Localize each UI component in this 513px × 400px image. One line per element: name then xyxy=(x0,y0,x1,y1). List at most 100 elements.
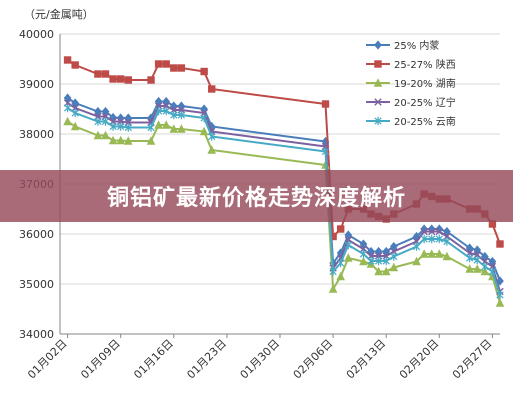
x-tick-label: 01月16日 xyxy=(131,337,176,382)
data-point xyxy=(389,241,398,252)
data-point xyxy=(170,64,178,72)
y-tick-label: 40000 xyxy=(19,28,54,41)
data-point xyxy=(443,237,451,246)
data-point xyxy=(329,267,337,276)
x-tick-label: 02月20日 xyxy=(397,337,442,382)
data-point xyxy=(321,100,330,108)
data-point xyxy=(101,130,110,140)
data-point xyxy=(412,242,421,251)
x-tick-label: 01月09日 xyxy=(78,337,123,382)
y-tick-label: 38000 xyxy=(19,128,54,141)
legend-item: 20-25% 辽宁 xyxy=(366,96,456,109)
data-point xyxy=(373,78,383,87)
data-point xyxy=(435,227,444,236)
data-point xyxy=(419,249,429,258)
data-point xyxy=(466,253,474,263)
series-triangle xyxy=(63,116,505,307)
data-point xyxy=(123,136,133,145)
data-point xyxy=(63,56,72,64)
data-point xyxy=(200,113,208,123)
data-point xyxy=(495,298,505,307)
data-point xyxy=(207,145,217,154)
data-point xyxy=(481,262,489,271)
data-point xyxy=(154,120,163,129)
data-point xyxy=(496,240,504,248)
data-point xyxy=(374,40,382,50)
data-point xyxy=(488,256,497,267)
data-point xyxy=(488,267,497,276)
legend: 25% 内蒙 25-27% 陕西 19-20% 湖南 20-25% 辽宁 20-25% … xyxy=(366,39,456,128)
data-point xyxy=(382,256,390,266)
data-point xyxy=(374,256,383,266)
data-point xyxy=(427,249,437,258)
data-point xyxy=(420,234,428,244)
y-tick-label: 34000 xyxy=(19,328,54,341)
data-point xyxy=(124,123,132,132)
data-point xyxy=(374,98,382,106)
data-point xyxy=(374,116,382,126)
data-point xyxy=(344,230,353,240)
data-point xyxy=(101,117,110,126)
data-point xyxy=(343,253,353,262)
data-point xyxy=(420,227,428,236)
data-point xyxy=(374,266,383,276)
x-tick-label: 01月02日 xyxy=(25,337,70,382)
data-point xyxy=(161,120,171,129)
data-point xyxy=(101,70,110,78)
data-point xyxy=(199,126,209,136)
data-point xyxy=(177,64,186,72)
data-point xyxy=(442,251,452,261)
data-point xyxy=(108,135,118,145)
data-point xyxy=(94,106,102,117)
data-point xyxy=(146,136,156,145)
data-point xyxy=(177,110,186,120)
y-tick-label: 36000 xyxy=(19,228,54,241)
x-tick-label: 02月13日 xyxy=(344,337,389,382)
legend-item: 19-20% 湖南 xyxy=(366,77,456,90)
data-point xyxy=(435,234,443,244)
data-point xyxy=(63,116,72,126)
data-point xyxy=(162,60,170,68)
data-point xyxy=(390,252,398,261)
y-axis-unit-label: （元/金属吨） xyxy=(24,7,94,21)
data-point xyxy=(412,256,421,266)
data-point xyxy=(109,122,117,131)
data-point xyxy=(344,240,352,250)
data-point xyxy=(336,225,345,233)
data-point xyxy=(116,135,126,145)
data-point xyxy=(328,284,338,293)
data-point xyxy=(154,106,163,116)
data-point xyxy=(428,234,436,244)
data-point xyxy=(154,60,163,68)
x-tick-label: 01月23日 xyxy=(184,337,229,382)
data-point xyxy=(162,106,170,116)
data-point xyxy=(147,76,155,84)
data-point xyxy=(63,103,72,113)
data-point xyxy=(147,123,155,132)
legend-item: 25% 内蒙 xyxy=(366,39,439,52)
series-star xyxy=(63,103,504,300)
data-point xyxy=(359,256,368,266)
data-point xyxy=(124,76,132,84)
data-point xyxy=(374,60,382,68)
legend-label: 20-25% 云南 xyxy=(394,115,456,128)
banner-title: 铜铝矿最新价格走势深度解析 xyxy=(106,186,406,211)
data-point xyxy=(71,61,79,69)
data-point xyxy=(443,226,451,237)
data-point xyxy=(434,249,444,258)
x-tick-label: 02月06日 xyxy=(291,337,336,382)
data-point xyxy=(359,249,368,259)
legend-label: 25-27% 陕西 xyxy=(394,58,456,71)
data-point xyxy=(465,264,474,273)
data-point xyxy=(496,290,504,300)
data-point xyxy=(116,75,125,83)
data-point xyxy=(381,266,391,276)
data-point xyxy=(389,262,399,272)
data-point xyxy=(101,106,110,117)
data-point xyxy=(208,85,216,93)
legend-item: 20-25% 云南 xyxy=(366,115,456,128)
data-point xyxy=(428,227,436,236)
data-point xyxy=(63,93,72,103)
title-banner: 铜铝矿最新价格走势深度解析 xyxy=(0,170,513,222)
